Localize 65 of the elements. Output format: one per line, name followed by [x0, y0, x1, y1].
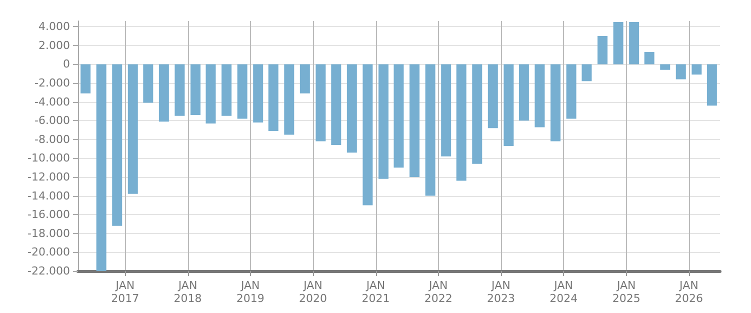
bar: [80, 64, 91, 94]
x-tick-label: JAN 2020: [298, 279, 327, 305]
x-tick-label: JAN 2025: [612, 279, 640, 305]
bar: [425, 64, 436, 196]
bar: [706, 64, 717, 106]
bar: [472, 64, 482, 164]
bar: [346, 64, 357, 153]
bar: [488, 64, 498, 128]
bar: [174, 64, 185, 116]
y-tick-label: -16.000: [28, 208, 70, 222]
y-tick-label: -22.000: [28, 264, 70, 278]
bar: [550, 64, 561, 142]
bar: [316, 64, 326, 142]
bar: [644, 52, 654, 64]
bar: [362, 64, 373, 206]
y-tick-label: -4.000: [34, 95, 70, 108]
x-tick-label: JAN 2022: [424, 279, 452, 305]
bar: [112, 64, 122, 226]
bar: [660, 64, 670, 70]
bar: [331, 64, 342, 146]
x-tick-label: JAN 2023: [486, 279, 515, 305]
bar: [253, 64, 264, 123]
bar: [456, 64, 466, 181]
y-tick-label: -14.000: [28, 189, 70, 202]
x-tick-label: JAN 2026: [674, 279, 703, 305]
bar: [190, 64, 200, 115]
bar: [300, 64, 310, 94]
bar: [143, 64, 154, 103]
y-tick-label: -10.000: [28, 152, 70, 165]
bar: [598, 36, 608, 64]
bar: [206, 64, 216, 124]
bar: [410, 64, 420, 178]
bar: [378, 64, 388, 179]
y-tick-label: -8.000: [34, 132, 70, 146]
bar: [222, 64, 232, 116]
x-tick-label: JAN 2019: [236, 279, 264, 305]
y-tick-label: -6.000: [34, 114, 70, 128]
bar: [613, 22, 624, 64]
y-tick-label: 0: [63, 58, 70, 71]
bar: [582, 64, 592, 82]
bar: [237, 64, 248, 119]
y-tick-label: -12.000: [28, 170, 70, 184]
bar: [504, 64, 514, 146]
x-tick-label: JAN 2024: [550, 279, 578, 305]
bar: [629, 22, 640, 64]
bar: [566, 64, 576, 119]
bar: [394, 64, 404, 168]
x-tick-label: JAN 2018: [174, 279, 202, 305]
x-tick-label: JAN 2017: [111, 279, 140, 305]
bar: [284, 64, 294, 135]
y-tick-label: -18.000: [28, 226, 70, 240]
x-tick-label: JAN 2021: [362, 279, 390, 305]
bar: [518, 64, 529, 121]
y-tick-label: 4.000: [38, 20, 70, 34]
bar: [268, 64, 278, 131]
bar: [96, 64, 106, 271]
bar: [534, 64, 545, 128]
bar: [128, 64, 138, 194]
y-tick-label: -2.000: [34, 76, 70, 90]
bar: [441, 64, 452, 156]
bar: [158, 64, 169, 122]
y-tick-label: -20.000: [28, 246, 70, 259]
bar: [692, 64, 702, 75]
bar: [676, 64, 686, 80]
y-tick-label: 2.000: [38, 38, 70, 52]
